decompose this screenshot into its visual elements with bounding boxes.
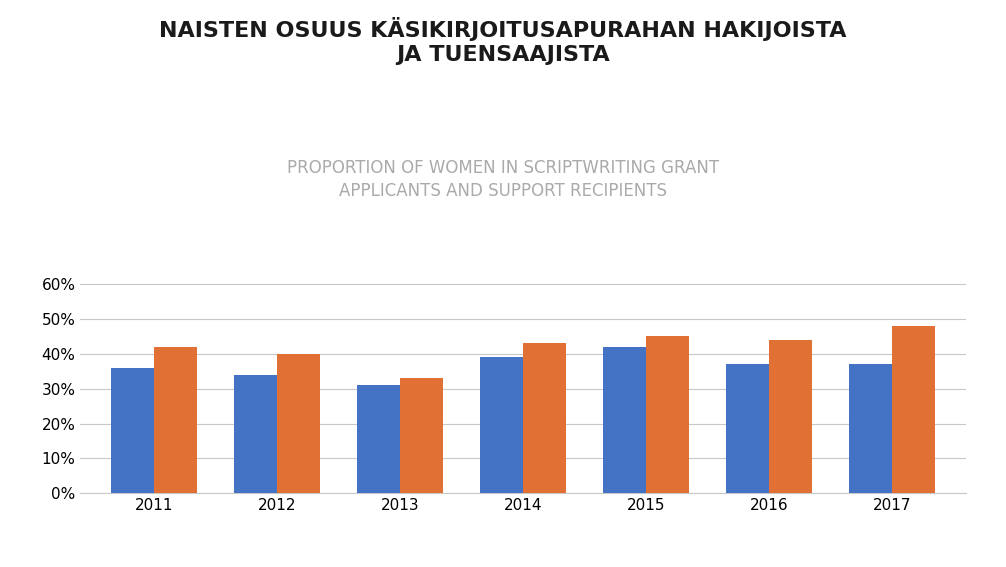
Bar <box>357 385 400 493</box>
Bar <box>726 364 769 493</box>
Bar <box>646 336 689 493</box>
Bar <box>892 326 935 493</box>
Bar <box>849 364 892 493</box>
Bar <box>523 343 566 493</box>
Text: PROPORTION OF WOMEN IN SCRIPTWRITING GRANT
APPLICANTS AND SUPPORT RECIPIENTS: PROPORTION OF WOMEN IN SCRIPTWRITING GRA… <box>287 159 719 200</box>
Bar <box>234 375 278 493</box>
Bar <box>480 357 523 493</box>
Bar <box>278 354 320 493</box>
Bar <box>603 347 646 493</box>
Bar <box>769 340 812 493</box>
Bar <box>400 378 444 493</box>
Bar <box>154 347 197 493</box>
Text: NAISTEN OSUUS KÄSIKIRJOITUSAPURAHAN HAKIJOISTA
JA TUENSAAJISTA: NAISTEN OSUUS KÄSIKIRJOITUSAPURAHAN HAKI… <box>159 17 847 65</box>
Bar <box>112 367 154 493</box>
